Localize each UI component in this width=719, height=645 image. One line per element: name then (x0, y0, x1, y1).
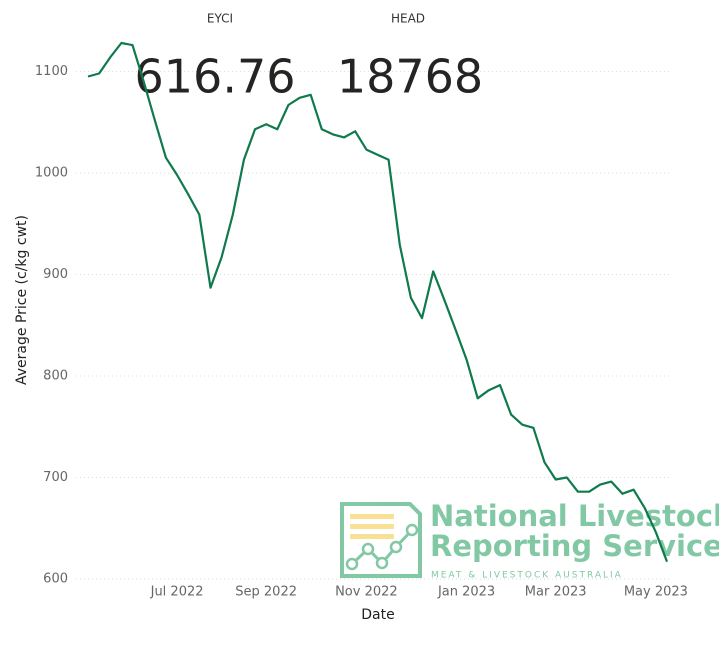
logo-text: National Livestock (430, 499, 719, 533)
y-tick-label: 1100 (35, 64, 68, 79)
logo-icon (350, 524, 394, 529)
x-tick-label: Sep 2022 (235, 585, 297, 600)
card-value: 616.76 (135, 50, 296, 104)
x-tick-label: Jul 2022 (150, 585, 204, 600)
logo-icon (361, 542, 375, 556)
logo: National Livestock Reporting Service MEA… (340, 499, 719, 581)
logo-icon (375, 556, 389, 570)
logo-icon (389, 540, 403, 554)
logo-icon (350, 534, 394, 539)
x-axis-title: Date (361, 607, 394, 623)
y-tick-label: 900 (43, 267, 68, 282)
logo-icon (405, 523, 419, 537)
y-axis-title: Average Price (c/kg cwt) (14, 215, 30, 385)
price-line (87, 41, 669, 563)
y-tick-label: 600 (43, 572, 68, 587)
x-tick-label: May 2023 (624, 585, 688, 600)
card-label: EYCI (207, 12, 233, 26)
x-tick-label: Jan 2023 (437, 585, 495, 600)
logo-text: Reporting Service (430, 529, 719, 563)
card-value: 18768 (337, 50, 483, 104)
logo-icon (345, 557, 359, 571)
logo-icon (340, 502, 422, 578)
logo-tagline: MEAT & LIVESTOCK AUSTRALIA (431, 571, 623, 581)
x-tick-label: Mar 2023 (525, 585, 587, 600)
y-tick-label: 800 (43, 368, 68, 383)
y-tick-label: 1000 (35, 165, 68, 180)
y-tick-label: 700 (43, 470, 68, 485)
logo-icon (350, 514, 394, 519)
x-tick-label: Nov 2022 (335, 585, 398, 600)
card-label: HEAD (391, 12, 425, 26)
